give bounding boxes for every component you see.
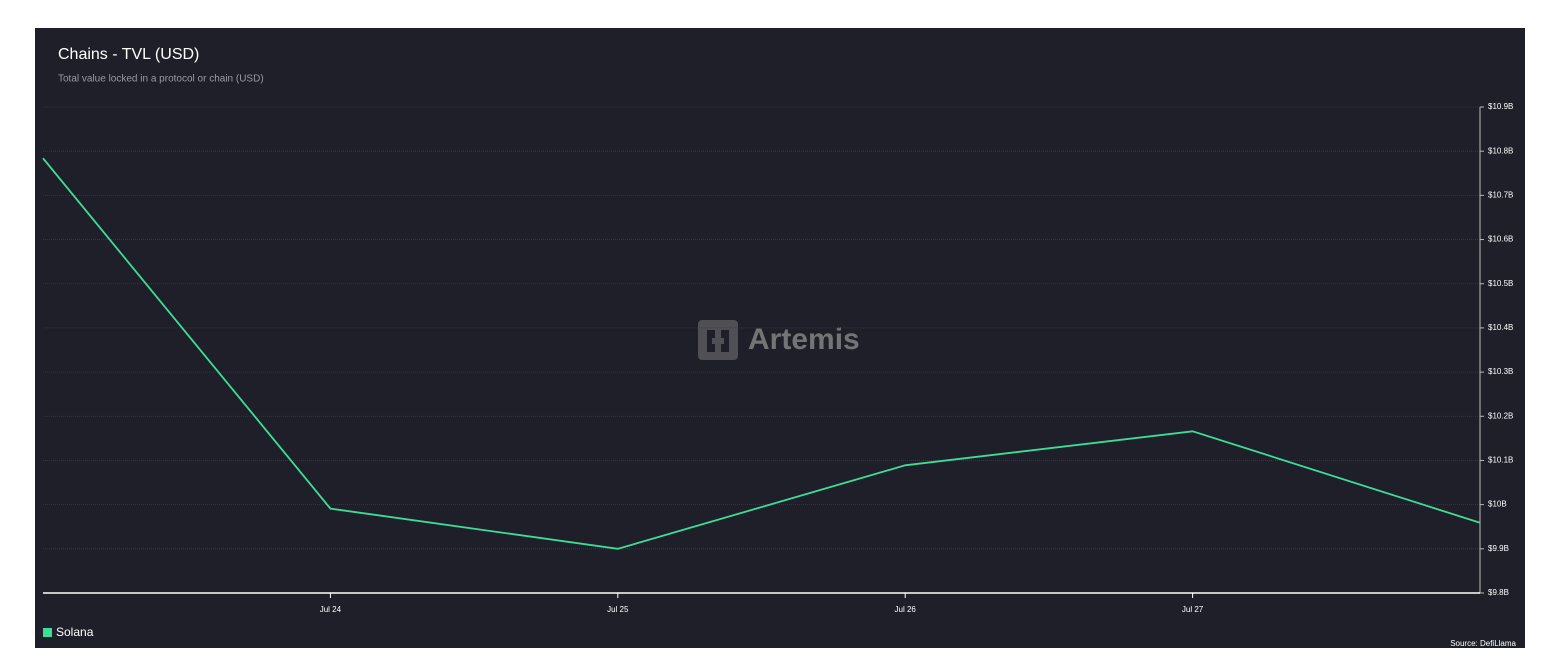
y-tick-label: $10.4B — [1488, 323, 1513, 332]
y-tick-label: $10.1B — [1488, 456, 1513, 465]
source: Source: DefiLlama — [1450, 639, 1516, 648]
chart-subtitle: Total value locked in a protocol or chai… — [58, 74, 264, 85]
x-tick-label: Jul 26 — [895, 605, 917, 614]
y-tick-label: $10.3B — [1488, 367, 1513, 376]
y-tick-label: $10.5B — [1488, 279, 1513, 288]
panel — [35, 28, 1525, 648]
x-tick-label: Jul 24 — [320, 605, 342, 614]
watermark: Artemis — [748, 323, 860, 356]
y-tick-label: $10.8B — [1488, 146, 1513, 155]
x-tick-label: Jul 27 — [1182, 605, 1204, 614]
line — [42, 157, 1481, 550]
y-tick-label: $10.9B — [1488, 102, 1513, 111]
legend-label: Solana — [56, 625, 94, 639]
chart-title: Chains - TVL (USD) — [58, 46, 199, 63]
watermark-icon — [698, 320, 738, 360]
y-tick-label: $10B — [1488, 500, 1507, 509]
y-tick-label: $10.6B — [1488, 235, 1513, 244]
y-tick-label: $10.7B — [1488, 190, 1513, 199]
y-tick-label: $10.2B — [1488, 411, 1513, 420]
y-tick-label: $9.9B — [1488, 544, 1509, 553]
y-tick-label: $9.8B — [1488, 588, 1509, 597]
legend-swatch — [43, 628, 52, 637]
x-tick-label: Jul 25 — [607, 605, 629, 614]
